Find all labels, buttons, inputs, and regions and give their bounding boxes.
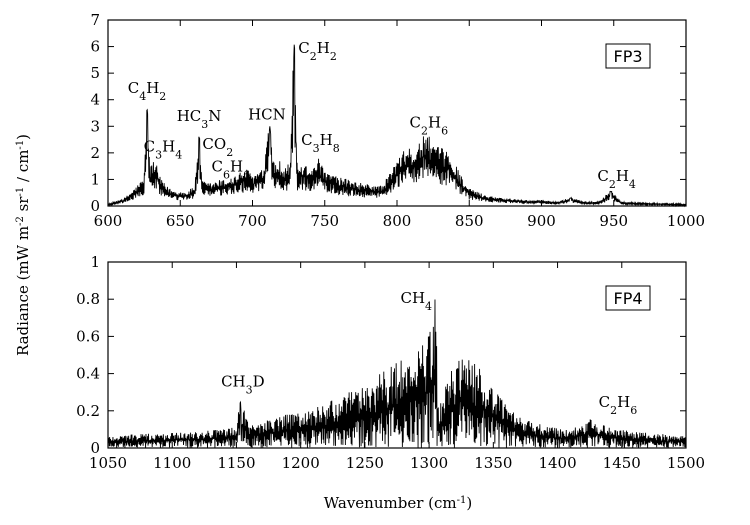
- species-label-c2h4: C2H4: [597, 167, 636, 191]
- y-tick-label: 0.4: [76, 365, 100, 383]
- species-label-hcn: HCN: [248, 106, 286, 124]
- bottom-yticks: 0 0.2 0.4 0.6 0.8 1: [76, 253, 686, 457]
- top-spectrum-line: [107, 44, 687, 208]
- y-tick-label: 0.6: [76, 327, 100, 345]
- x-tick-label: 1350: [474, 454, 512, 472]
- species-label-c2h6: C2H6: [599, 393, 638, 417]
- x-tick-label: 1000: [667, 212, 705, 230]
- species-label-co2: CO2: [202, 135, 233, 159]
- bottom-xticks: 1050 1100 1150 1200 1250 1300 1350 1400 1450 1500: [89, 262, 705, 472]
- y-tick-label: 1: [90, 170, 100, 188]
- x-axis-title: Wavenumber (cm-1): [324, 494, 472, 512]
- species-label-c2h2: C2H2: [298, 39, 337, 63]
- bottom-fp-box: FP4: [605, 285, 651, 311]
- x-tick-label: 1200: [282, 454, 320, 472]
- top-fp-box: FP3: [605, 43, 651, 69]
- y-tick-label: 0.2: [76, 402, 100, 420]
- y-axis-title: Radiance (mW m-2 sr-1 / cm-1): [14, 134, 32, 356]
- x-tick-label: 900: [527, 212, 556, 230]
- species-label-c4h2: C4H2: [128, 79, 167, 103]
- species-label-ch3d: CH3D: [221, 373, 265, 397]
- bottom-annotations: CH3D CH4 C2H6: [221, 289, 637, 417]
- y-tick-label: 5: [90, 64, 100, 82]
- y-tick-label: 6: [90, 38, 100, 56]
- x-tick-label: 1450: [603, 454, 641, 472]
- top-xticks: 600 650 700 750 800 850 900 950 1000: [94, 20, 705, 230]
- bottom-spectrum-line: [107, 299, 687, 449]
- x-tick-label: 1300: [410, 454, 448, 472]
- x-tick-label: 1500: [667, 454, 705, 472]
- fp4-label: FP4: [613, 289, 642, 308]
- x-tick-label: 1100: [153, 454, 191, 472]
- x-tick-label: 1150: [217, 454, 255, 472]
- species-label-c6h6: C6H6: [212, 157, 251, 181]
- x-tick-label: 850: [455, 212, 484, 230]
- x-tick-label: 650: [166, 212, 195, 230]
- y-tick-label: 4: [90, 91, 100, 109]
- x-tick-label: 1250: [346, 454, 384, 472]
- bottom-panel: 1050 1100 1150 1200 1250 1300 1350 1400 1450 1500…: [76, 253, 705, 472]
- bottom-plot-frame: [107, 261, 687, 449]
- x-tick-label: 700: [238, 212, 267, 230]
- y-tick-label: 1: [90, 253, 100, 271]
- y-tick-label: 0.8: [76, 290, 100, 308]
- fp4-box: [605, 285, 651, 311]
- x-tick-label: 800: [383, 212, 412, 230]
- species-label-c3h8: C3H8: [301, 131, 340, 155]
- x-tick-label: 750: [310, 212, 339, 230]
- fp3-label: FP3: [613, 47, 642, 66]
- x-tick-label: 950: [599, 212, 628, 230]
- species-label-c2h6: C2H6: [410, 114, 449, 138]
- top-panel: 600 650 700 750 800 850 900 950 1000 0 1 2 3 4 5 6 7 C4…: [90, 11, 705, 230]
- y-tick-label: 7: [90, 11, 100, 29]
- fp3-box: [605, 43, 651, 69]
- y-tick-label: 3: [90, 117, 100, 135]
- top-yticks: 0 1 2 3 4 5 6 7: [90, 11, 686, 215]
- x-tick-label: 1400: [538, 454, 576, 472]
- y-tick-label: 2: [90, 144, 100, 162]
- x-tick-label: 1050: [89, 454, 127, 472]
- x-tick-label: 600: [94, 212, 123, 230]
- y-tick-label: 0: [90, 439, 100, 457]
- y-tick-label: 0: [90, 197, 100, 215]
- species-label-hc3n: HC3N: [177, 107, 222, 131]
- species-label-ch4: CH4: [400, 289, 432, 313]
- species-label-c3h4: C3H4: [144, 138, 183, 162]
